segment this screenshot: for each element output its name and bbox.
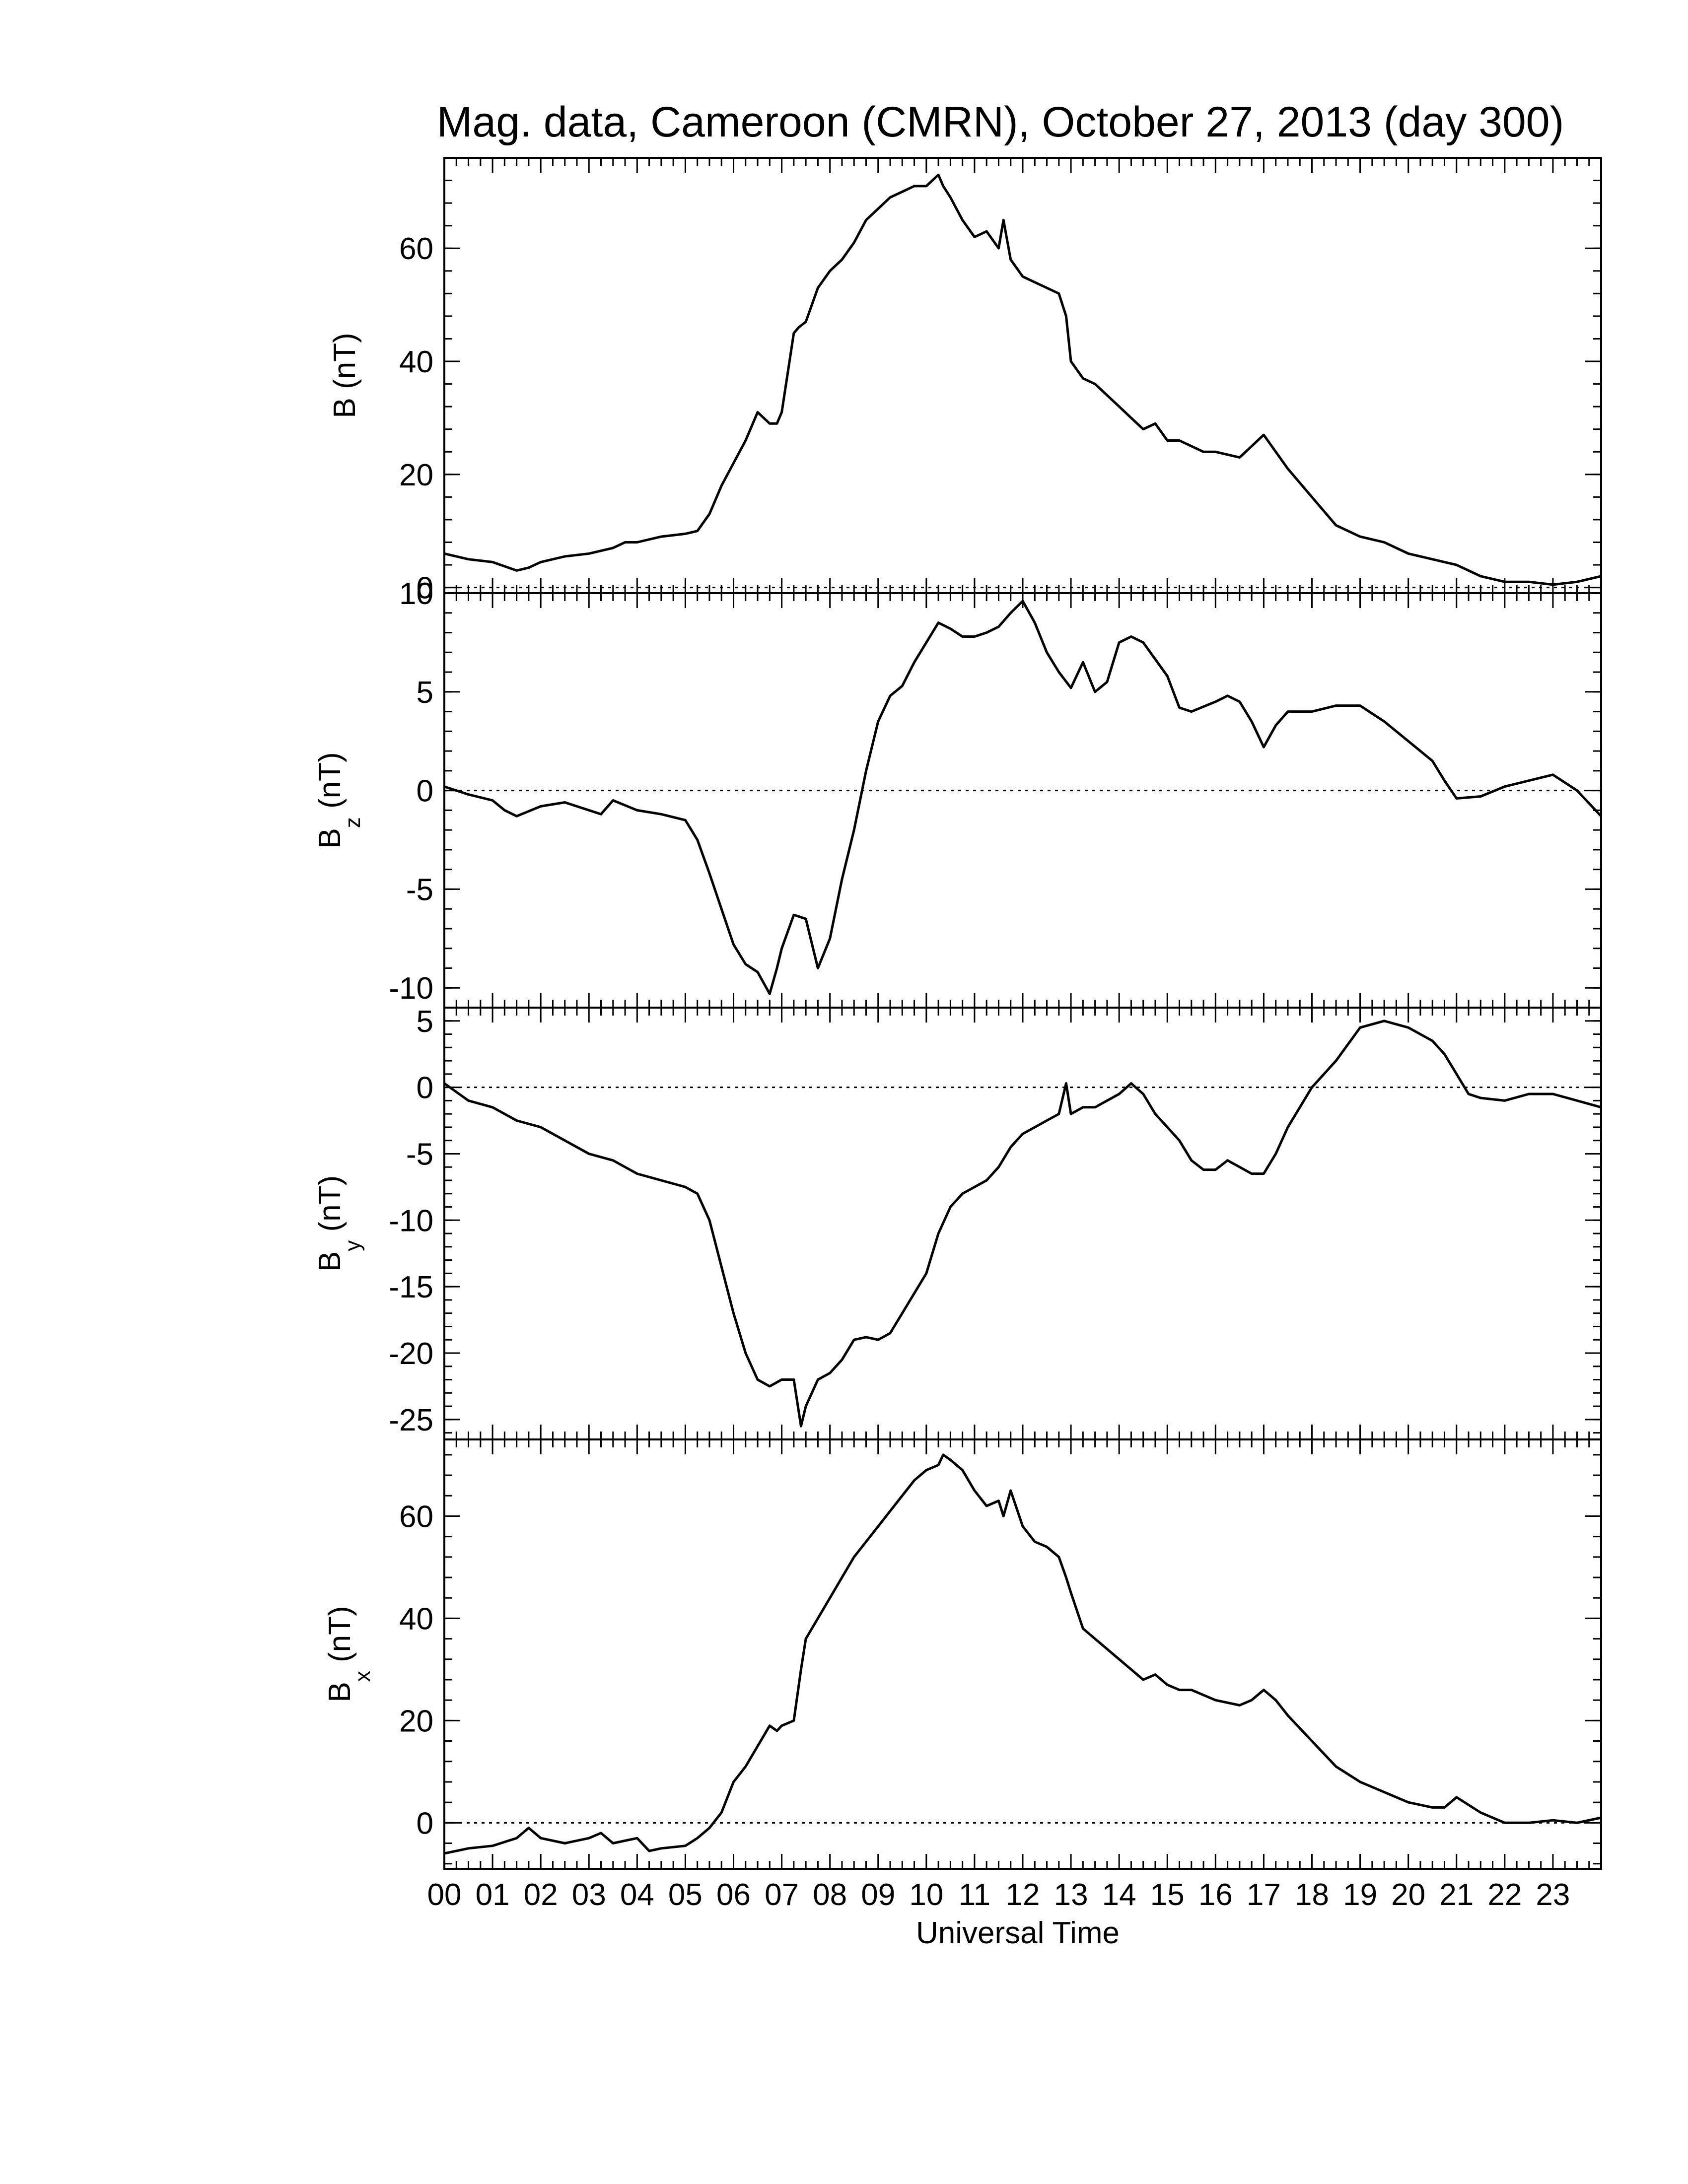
y-tick-label: -25 <box>389 1403 433 1437</box>
y-tick-label: -20 <box>389 1337 433 1371</box>
series-Bz <box>444 600 1602 995</box>
y-tick-label: 0 <box>417 571 433 606</box>
x-tick-label: 21 <box>1439 1878 1474 1912</box>
y-tick-label: -5 <box>406 1137 433 1171</box>
y-axis-label: Bx (nT) <box>323 1606 375 1702</box>
series-By <box>443 1020 1602 1428</box>
x-axis-tick-labels: 00 01 02 03 04 05 06 07 08 09 10 11 12 13 14 15 16 17 18 19… <box>427 1878 1570 1912</box>
y-axis-label: Bz (nT) <box>313 752 365 848</box>
panel-Bz: -10 -5 0 5 10 Bz (nT) <box>313 577 1602 1009</box>
x-tick-label: 14 <box>1102 1878 1136 1912</box>
x-tick-label: 22 <box>1487 1878 1522 1912</box>
panel-B: 0 20 40 60 B (nT) <box>328 157 1602 606</box>
panel-Bx: 0 20 40 60 Bx (nT) <box>323 1438 1602 1870</box>
panel-frame <box>443 157 1602 594</box>
y-tick-label: -10 <box>389 971 433 1006</box>
series-Bx <box>444 1453 1602 1855</box>
x-tick-label: 03 <box>572 1878 606 1912</box>
y-tick-label: 5 <box>417 676 433 710</box>
x-tick-label: 20 <box>1391 1878 1425 1912</box>
x-tick-label: 12 <box>1006 1878 1040 1912</box>
y-tick-label: 10 <box>399 577 433 611</box>
y-tick-label: 20 <box>399 458 433 492</box>
y-tick-label: 0 <box>417 774 433 809</box>
y-tick-label: -5 <box>406 873 433 907</box>
x-tick-label: 19 <box>1343 1878 1377 1912</box>
x-tick-label: 23 <box>1536 1878 1570 1912</box>
x-tick-label: 15 <box>1150 1878 1185 1912</box>
y-tick-label: 60 <box>399 1500 433 1534</box>
y-tick-label: 0 <box>417 1806 433 1841</box>
panel-frame <box>443 1007 1602 1440</box>
series-B <box>444 173 1602 586</box>
chart-title: Mag. data, Cameroon (CMRN), October 27, … <box>437 98 1564 146</box>
panel-frame <box>443 1438 1602 1870</box>
y-tick-label: 40 <box>399 1602 433 1636</box>
y-tick-label: 60 <box>399 232 433 266</box>
x-tick-label: 06 <box>716 1878 751 1912</box>
x-tick-label: 18 <box>1295 1878 1329 1912</box>
x-tick-label: 09 <box>861 1878 895 1912</box>
y-tick-label: -15 <box>389 1270 433 1304</box>
x-tick-label: 02 <box>524 1878 558 1912</box>
chart-panels: 0 20 40 60 B (nT) -10 -5 0 5 10 Bz (nT) -25 -20 -15 -1… <box>313 157 1602 1870</box>
y-axis-label: B (nT) <box>328 333 362 418</box>
x-tick-label: 07 <box>765 1878 799 1912</box>
x-tick-label: 17 <box>1247 1878 1281 1912</box>
y-tick-label: 20 <box>399 1704 433 1738</box>
y-tick-label: 40 <box>399 345 433 379</box>
y-axis-label: By (nT) <box>313 1175 365 1272</box>
x-tick-label: 00 <box>427 1878 462 1912</box>
x-tick-label: 16 <box>1198 1878 1233 1912</box>
panel-frame <box>443 592 1602 1009</box>
x-tick-label: 05 <box>668 1878 703 1912</box>
x-tick-label: 11 <box>959 1878 990 1912</box>
x-tick-label: 01 <box>476 1878 510 1912</box>
y-tick-label: -10 <box>389 1204 433 1238</box>
x-tick-label: 10 <box>909 1878 943 1912</box>
panel-By: -25 -20 -15 -10 -5 0 5 By (nT) <box>313 1005 1602 1440</box>
y-tick-label: 5 <box>417 1005 433 1039</box>
x-tick-label: 08 <box>813 1878 847 1912</box>
x-axis-label: Universal Time <box>916 1916 1120 1950</box>
y-tick-label: 0 <box>417 1071 433 1105</box>
x-tick-label: 13 <box>1054 1878 1088 1912</box>
x-tick-label: 04 <box>620 1878 654 1912</box>
